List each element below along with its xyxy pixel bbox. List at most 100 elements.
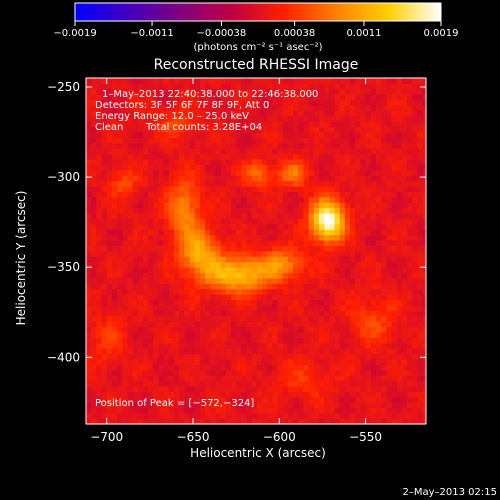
heatmap-cell	[391, 272, 398, 279]
heatmap-cell	[158, 229, 165, 236]
heatmap-cell	[101, 267, 108, 274]
heatmap-cell	[210, 391, 216, 398]
heatmap-cell	[194, 267, 201, 274]
heatmap-cell	[163, 375, 170, 382]
heatmap-cell	[163, 191, 170, 198]
heatmap-cell	[230, 386, 237, 392]
heatmap-cell	[329, 332, 335, 338]
heatmap-cell	[396, 245, 403, 252]
heatmap-cell	[401, 267, 408, 274]
heatmap-cell	[422, 396, 426, 403]
heatmap-cell	[370, 261, 377, 268]
heatmap-cell	[210, 153, 216, 160]
heatmap-cell	[293, 191, 299, 198]
heatmap-cell	[272, 267, 278, 274]
colorbar-tick-label: 0.00038	[274, 28, 315, 39]
heatmap-cell	[117, 396, 123, 403]
heatmap-cell	[282, 407, 289, 414]
heatmap-cell	[86, 283, 92, 290]
heatmap-cell	[220, 213, 227, 219]
heatmap-cell	[412, 267, 418, 274]
heatmap-cell	[339, 359, 346, 365]
heatmap-cell	[205, 245, 211, 252]
heatmap-cell	[91, 132, 97, 138]
heatmap-cell	[293, 153, 299, 160]
heatmap-cell	[106, 396, 113, 403]
heatmap-cell	[225, 310, 232, 317]
heatmap-cell	[287, 402, 294, 409]
heatmap-cell	[391, 126, 398, 133]
heatmap-cell	[111, 391, 118, 398]
heatmap-cell	[355, 137, 361, 144]
heatmap-cell	[339, 305, 346, 311]
heatmap-cell	[106, 202, 113, 209]
heatmap-cell	[199, 159, 206, 165]
heatmap-cell	[256, 326, 263, 333]
heatmap-cell	[350, 278, 356, 284]
heatmap-cell	[355, 229, 361, 236]
heatmap-cell	[381, 132, 387, 138]
heatmap-cell	[375, 418, 382, 424]
heatmap-cell	[137, 159, 144, 165]
heatmap-cell	[334, 375, 341, 382]
heatmap-cell	[370, 251, 377, 257]
heatmap-cell	[101, 207, 108, 214]
heatmap-cell	[184, 251, 190, 257]
heatmap-cell	[375, 386, 382, 392]
heatmap-cell	[293, 353, 299, 360]
heatmap-cell	[236, 180, 242, 187]
heatmap-cell	[329, 83, 335, 90]
heatmap-cell	[168, 283, 175, 290]
heatmap-cell	[344, 278, 351, 284]
heatmap-cell	[396, 115, 403, 122]
heatmap-cell	[422, 159, 426, 165]
heatmap-cell	[168, 240, 175, 246]
heatmap-cell	[386, 110, 392, 117]
heatmap-cell	[334, 207, 341, 214]
heatmap-cell	[251, 207, 258, 214]
heatmap-cell	[422, 321, 426, 328]
heatmap-cell	[158, 288, 165, 295]
heatmap-cell	[194, 396, 201, 403]
heatmap-cell	[391, 332, 398, 338]
heatmap-cell	[174, 278, 180, 284]
heatmap-cell	[215, 148, 222, 155]
heatmap-cell	[158, 115, 165, 122]
heatmap-cell	[293, 310, 299, 317]
heatmap-cell	[303, 353, 310, 360]
heatmap-cell	[256, 402, 263, 409]
heatmap-cell	[158, 191, 165, 198]
heatmap-cell	[137, 305, 144, 311]
heatmap-cell	[339, 369, 346, 376]
heatmap-cell	[179, 272, 185, 279]
heatmap-cell	[210, 196, 216, 203]
heatmap-cell	[298, 213, 304, 219]
heatmap-cell	[96, 234, 102, 241]
heatmap-cell	[344, 283, 351, 290]
heatmap-cell	[230, 175, 237, 182]
heatmap-cell	[386, 88, 392, 95]
heatmap-cell	[277, 110, 284, 117]
heatmap-cell	[210, 234, 216, 241]
heatmap-cell	[350, 186, 356, 192]
heatmap-cell	[184, 348, 190, 355]
heatmap-cell	[246, 391, 253, 398]
heatmap-cell	[215, 380, 222, 387]
heatmap-cell	[158, 175, 165, 182]
heatmap-cell	[122, 94, 128, 101]
heatmap-cell	[210, 332, 216, 338]
heatmap-cell	[391, 207, 398, 214]
heatmap-cell	[251, 83, 258, 90]
heatmap-cell	[236, 105, 242, 111]
heatmap-cell	[225, 121, 232, 128]
heatmap-cell	[225, 196, 232, 203]
heatmap-cell	[272, 321, 278, 328]
heatmap-cell	[106, 364, 113, 371]
heatmap-cell	[422, 369, 426, 376]
heatmap-cell	[375, 148, 382, 155]
heatmap-cell	[86, 348, 92, 355]
heatmap-cell	[334, 175, 341, 182]
heatmap-cell	[205, 294, 211, 301]
heatmap-cell	[339, 375, 346, 382]
heatmap-cell	[324, 407, 330, 414]
